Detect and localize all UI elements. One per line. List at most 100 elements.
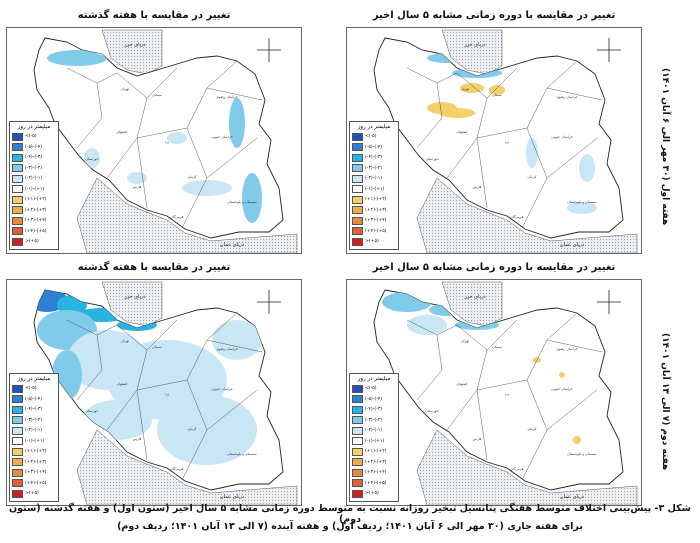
legend-swatch bbox=[12, 174, 23, 183]
legend-item: (+۲)-(+۳) bbox=[12, 205, 56, 216]
map-label: تهران bbox=[121, 339, 129, 343]
legend-label: (+۱)-(+۲) bbox=[25, 449, 47, 455]
legend-item: (+۳)-(+۴) bbox=[352, 216, 396, 227]
legend-label: (+۴)-(+۵) bbox=[25, 228, 47, 234]
legend-swatch bbox=[352, 227, 363, 236]
legend-label: <(-۵) bbox=[25, 386, 37, 392]
legend-item: (+۲)-(+۳) bbox=[352, 457, 396, 468]
legend-swatch bbox=[352, 195, 363, 204]
legend-label: (-۱)-(+۱) bbox=[365, 186, 385, 192]
legend-item: <(-۵) bbox=[12, 132, 56, 143]
panel-title: تغییر در مقایسه با هفته گذشته bbox=[77, 10, 231, 21]
legend-swatch bbox=[352, 216, 363, 225]
map-label: خراسان رضوی bbox=[216, 95, 238, 99]
map-label: سمنان bbox=[152, 93, 162, 97]
anomaly-region bbox=[212, 320, 262, 360]
legend-item: (-۱)-(+۱) bbox=[12, 436, 56, 447]
legend: میلیمتر در روز <(-۵) (-۵)-(-۴) (-۴)-(-۳) (-۳… bbox=[9, 372, 59, 502]
anomaly-region bbox=[407, 315, 447, 335]
legend-item: (+۳)-(+۴) bbox=[352, 468, 396, 479]
legend-swatch bbox=[352, 153, 363, 162]
legend-swatch bbox=[12, 416, 23, 425]
map-label: خوزستان bbox=[85, 409, 98, 413]
legend-title: میلیمتر در روز bbox=[17, 375, 51, 382]
legend-item: <(-۵) bbox=[352, 384, 396, 395]
legend-swatch bbox=[12, 437, 23, 446]
legend-item: >(+۵) bbox=[352, 489, 396, 500]
legend-swatch bbox=[352, 458, 363, 467]
legend-label: (-۳)-(-۲) bbox=[365, 165, 383, 171]
legend-label: (+۱)-(+۲) bbox=[365, 449, 387, 455]
map-label: خراسان جنوبی bbox=[551, 387, 573, 391]
map-label: سمنان bbox=[492, 345, 502, 349]
legend-label: (-۴)-(-۳) bbox=[25, 155, 43, 161]
legend-label: (-۵)-(-۴) bbox=[25, 396, 43, 402]
legend-label: (+۲)-(+۳) bbox=[25, 207, 47, 213]
legend-swatch bbox=[12, 153, 23, 162]
panel-title: تغییر در مقایسه با دوره زمانی مشابه ۵ سا… bbox=[372, 10, 616, 21]
legend-item: (-۵)-(-۴) bbox=[352, 142, 396, 153]
legend-swatch bbox=[352, 489, 363, 498]
legend-label: >(+۵) bbox=[25, 239, 39, 245]
legend-item: >(+۵) bbox=[12, 489, 56, 500]
north-arrow-icon bbox=[597, 290, 621, 314]
legend-label: (-۴)-(-۳) bbox=[365, 407, 383, 413]
anomaly-region bbox=[229, 98, 245, 148]
legend-label: >(+۵) bbox=[25, 491, 39, 497]
map-label: هرمزگان bbox=[171, 466, 184, 471]
legend-item: >(+۵) bbox=[12, 237, 56, 248]
legend-label: (-۲)-(-۱) bbox=[365, 428, 383, 434]
legend-item: (-۳)-(-۲) bbox=[12, 163, 56, 174]
map-label: فارس bbox=[133, 437, 142, 441]
map-label: دریای عمان bbox=[560, 494, 584, 500]
map-label: اصفهان bbox=[117, 382, 128, 386]
anomaly-region bbox=[382, 292, 432, 312]
map-label: خوزستان bbox=[425, 409, 438, 413]
panel-title: تغییر در مقایسه با هفته گذشته bbox=[77, 262, 231, 273]
legend-item: (-۴)-(-۳) bbox=[12, 405, 56, 416]
legend-item: (-۱)-(+۱) bbox=[352, 436, 396, 447]
legend-label: (+۳)-(+۴) bbox=[25, 218, 47, 224]
legend-item: (-۱)-(+۱) bbox=[12, 184, 56, 195]
legend-swatch bbox=[12, 206, 23, 215]
legend-swatch bbox=[12, 489, 23, 498]
map-label: کرمان bbox=[187, 175, 196, 179]
legend-item: (+۴)-(+۵) bbox=[352, 478, 396, 489]
legend-label: (-۵)-(-۴) bbox=[365, 396, 383, 402]
legend-swatch bbox=[352, 384, 363, 393]
persian-gulf-oman-sea bbox=[76, 429, 298, 505]
legend-swatch bbox=[352, 395, 363, 404]
map-frame: دریای خزر دریای عمان تهران اصفهان کرمان فارس ی… bbox=[6, 27, 302, 254]
legend-swatch bbox=[352, 405, 363, 414]
legend: میلیمتر در روز <(-۵) (-۵)-(-۴) (-۴)-(-۳) (-۳… bbox=[349, 372, 399, 502]
legend-swatch bbox=[12, 458, 23, 467]
legend-item: (-۵)-(-۴) bbox=[12, 142, 56, 153]
map-label: تهران bbox=[121, 87, 129, 91]
anomaly-region bbox=[182, 180, 232, 196]
legend-swatch bbox=[352, 174, 363, 183]
legend-swatch bbox=[12, 237, 23, 246]
anomaly-region bbox=[526, 138, 538, 168]
map-panel-week1-vs-5yr: تغییر در مقایسه با دوره زمانی مشابه ۵ سا… bbox=[346, 10, 642, 255]
legend-label: (+۴)-(+۵) bbox=[365, 228, 387, 234]
legend-swatch bbox=[12, 468, 23, 477]
map-frame: دریای خزر دریای عمان تهران اصفهان کرمان فارس ی… bbox=[346, 27, 642, 254]
map-label: سمنان bbox=[492, 93, 502, 97]
legend-swatch bbox=[12, 195, 23, 204]
legend-swatch bbox=[12, 395, 23, 404]
legend-item: (-۲)-(-۱) bbox=[12, 426, 56, 437]
anomaly-region bbox=[47, 50, 107, 66]
anomaly-region bbox=[489, 85, 505, 95]
legend-item: (+۳)-(+۴) bbox=[12, 468, 56, 479]
legend-label: (+۱)-(+۲) bbox=[25, 197, 47, 203]
legend-label: (-۵)-(-۴) bbox=[25, 144, 43, 150]
map-label: خراسان جنوبی bbox=[551, 135, 573, 139]
panel-title: تغییر در مقایسه با دوره زمانی مشابه ۵ سا… bbox=[372, 262, 616, 273]
map-label: دریای خزر bbox=[123, 42, 145, 48]
map-label: کرمان bbox=[187, 427, 196, 431]
north-arrow-icon bbox=[597, 38, 621, 62]
legend-label: <(-۵) bbox=[25, 134, 37, 140]
legend-item: (+۱)-(+۲) bbox=[12, 195, 56, 206]
row-label-week2: هفته دوم (۷ الی ۱۳ آبان ۱۴۰۱) bbox=[660, 332, 670, 470]
row-label-week1: هفته اول (۳۰ مهر الی ۶ آبان ۱۴۰۱) bbox=[660, 67, 670, 225]
